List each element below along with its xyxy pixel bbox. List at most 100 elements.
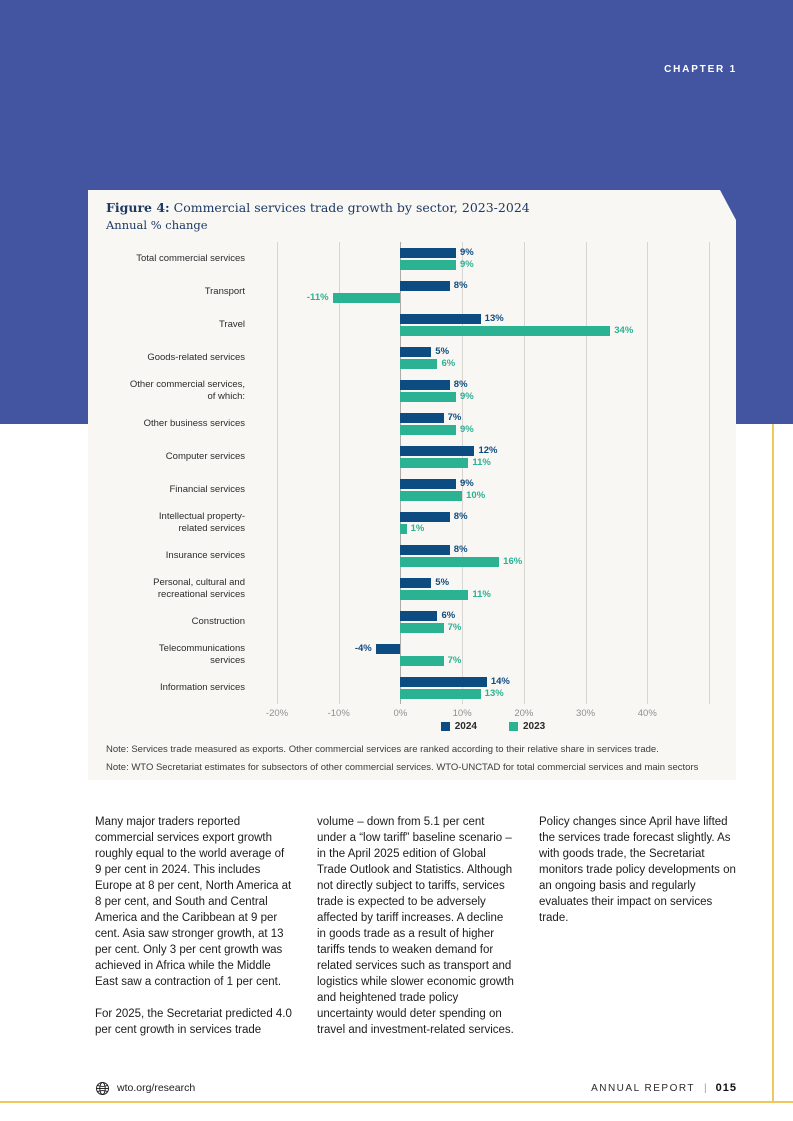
- bar-value-label: -11%: [306, 291, 329, 303]
- category-label: Intellectual property-related services: [158, 511, 245, 534]
- body-text: Many major traders reported commercial s…: [95, 814, 737, 1054]
- paragraph: For 2025, the Secretariat predicted 4.0 …: [95, 1008, 292, 1036]
- legend-item: 2024: [440, 721, 477, 732]
- bar-value-label: 11%: [472, 588, 491, 600]
- bar-2024: [400, 379, 450, 390]
- gridline: [462, 242, 464, 704]
- category-label: Telecommunications services: [158, 643, 245, 666]
- bar-value-label: 5%: [435, 576, 450, 588]
- bar-2023: [400, 589, 469, 600]
- bar-2024: [400, 610, 438, 621]
- bar-value-label: 9%: [459, 258, 474, 270]
- chapter-label: CHAPTER 1: [664, 64, 737, 75]
- bar-value-label: 8%: [453, 510, 468, 522]
- bar-value-label: 14%: [490, 675, 510, 687]
- bar-value-label: 13%: [484, 687, 504, 699]
- bar-2023: [400, 655, 444, 666]
- footer-separator: |: [704, 1082, 707, 1094]
- bar-value-label: -4%: [354, 642, 372, 654]
- axis-tick-label: 20%: [514, 708, 534, 719]
- axis-tick-label: -10%: [327, 708, 350, 719]
- bar-value-label: 1%: [410, 522, 425, 534]
- category-label: Computer services: [165, 450, 245, 462]
- category-label: Transport: [204, 285, 245, 297]
- gridline: [338, 242, 340, 704]
- bar-value-label: 11%: [472, 456, 491, 468]
- bar-2023: [400, 457, 469, 468]
- bar-2024: [400, 346, 432, 357]
- category-label: Travel: [218, 318, 245, 330]
- category-label: Financial services: [169, 483, 246, 495]
- chart-category-labels: Total commercial services Transport Travel…: [98, 242, 245, 704]
- bar-value-label: 13%: [484, 312, 504, 324]
- paragraph: Policy changes since April have lifted t…: [539, 816, 736, 924]
- bar-2024: [400, 676, 487, 687]
- category-label: Information services: [159, 681, 245, 693]
- page-footer: wto.org/research ANNUAL REPORT | 015: [95, 1078, 737, 1098]
- paragraph: volume – down from 5.1 per cent under a …: [317, 816, 514, 1036]
- bar-2023: [400, 358, 438, 369]
- bar-2023: [400, 490, 463, 501]
- bar-value-label: 6%: [441, 357, 456, 369]
- chart-x-axis: -20% -10% 0% 10% 20% 30% 40%: [266, 708, 709, 722]
- footer-site-text: wto.org/research: [117, 1082, 196, 1094]
- figure-card: Figure 4: Commercial services trade grow…: [88, 190, 736, 780]
- figure-notes: Note: Services trade measured as exports…: [106, 741, 721, 777]
- footer-site-link[interactable]: wto.org/research: [95, 1081, 195, 1096]
- chart-plot-area: 9% 9% 8% -11% 13% 34% 5% 6% 8% 9% 7% 9% 12% 11% 9% 10% 8…: [277, 242, 710, 704]
- bar-value-label: 6%: [441, 609, 456, 621]
- bar-value-label: 16%: [503, 555, 523, 567]
- figure-title-prefix: Figure 4:: [106, 200, 170, 215]
- footer-report-label: ANNUAL REPORT: [591, 1082, 696, 1094]
- bar-value-label: 9%: [459, 477, 474, 489]
- figure-note-2: Note: WTO Secretariat estimates for subs…: [106, 762, 699, 773]
- gridline: [585, 242, 587, 704]
- legend-swatch: [509, 722, 518, 731]
- globe-icon: [95, 1081, 110, 1096]
- bar-2024: [400, 577, 432, 588]
- footer-page-number: 015: [715, 1082, 737, 1094]
- bar-value-label: 9%: [459, 246, 474, 258]
- gridline: [523, 242, 525, 704]
- bar-value-label: 7%: [447, 411, 462, 423]
- category-label: Construction: [191, 615, 245, 627]
- category-label: Other business services: [143, 417, 245, 429]
- bar-value-label: 5%: [435, 345, 450, 357]
- bar-value-label: 34%: [614, 324, 634, 336]
- bar-2023: [400, 688, 481, 699]
- legend-item: 2023: [509, 721, 545, 732]
- bar-2023: [400, 424, 456, 435]
- footer-report-info: ANNUAL REPORT | 015: [591, 1082, 737, 1094]
- figure-title: Figure 4: Commercial services trade grow…: [106, 199, 706, 216]
- bar-2024: [400, 247, 456, 258]
- body-column-3: Policy changes since April have lifted t…: [539, 814, 737, 1054]
- axis-tick-label: 30%: [576, 708, 596, 719]
- category-label: Goods-related services: [147, 351, 245, 363]
- category-label: Other commercial services, of which:: [129, 379, 245, 402]
- figure-note-1: Note: Services trade measured as exports…: [106, 744, 659, 755]
- bar-2023: [400, 556, 500, 567]
- legend-label: 2024: [454, 721, 477, 732]
- body-column-1: Many major traders reported commercial s…: [95, 814, 293, 1054]
- bar-value-label: 12%: [478, 444, 498, 456]
- legend-swatch: [440, 722, 450, 731]
- bar-value-label: 8%: [453, 543, 468, 555]
- right-gold-rule: [772, 424, 774, 1103]
- legend-label: 2023: [523, 721, 546, 732]
- bar-2024: [375, 643, 401, 654]
- paragraph: Many major traders reported commercial s…: [95, 816, 292, 988]
- bar-2023: [400, 391, 456, 402]
- bar-value-label: 10%: [466, 489, 486, 501]
- body-column-2: volume – down from 5.1 per cent under a …: [317, 814, 515, 1054]
- category-label: Personal, cultural and recreational servi…: [153, 577, 245, 600]
- axis-tick-label: -20%: [265, 708, 289, 719]
- bar-2023: [400, 523, 407, 534]
- bar-2023: [400, 622, 444, 633]
- bar-2024: [400, 445, 475, 456]
- gridline: [277, 242, 278, 704]
- bar-value-label: 8%: [453, 279, 468, 291]
- bar-2023: [400, 325, 611, 336]
- bar-2024: [400, 478, 456, 489]
- gridline: [647, 242, 649, 704]
- bar-2023: [400, 259, 456, 270]
